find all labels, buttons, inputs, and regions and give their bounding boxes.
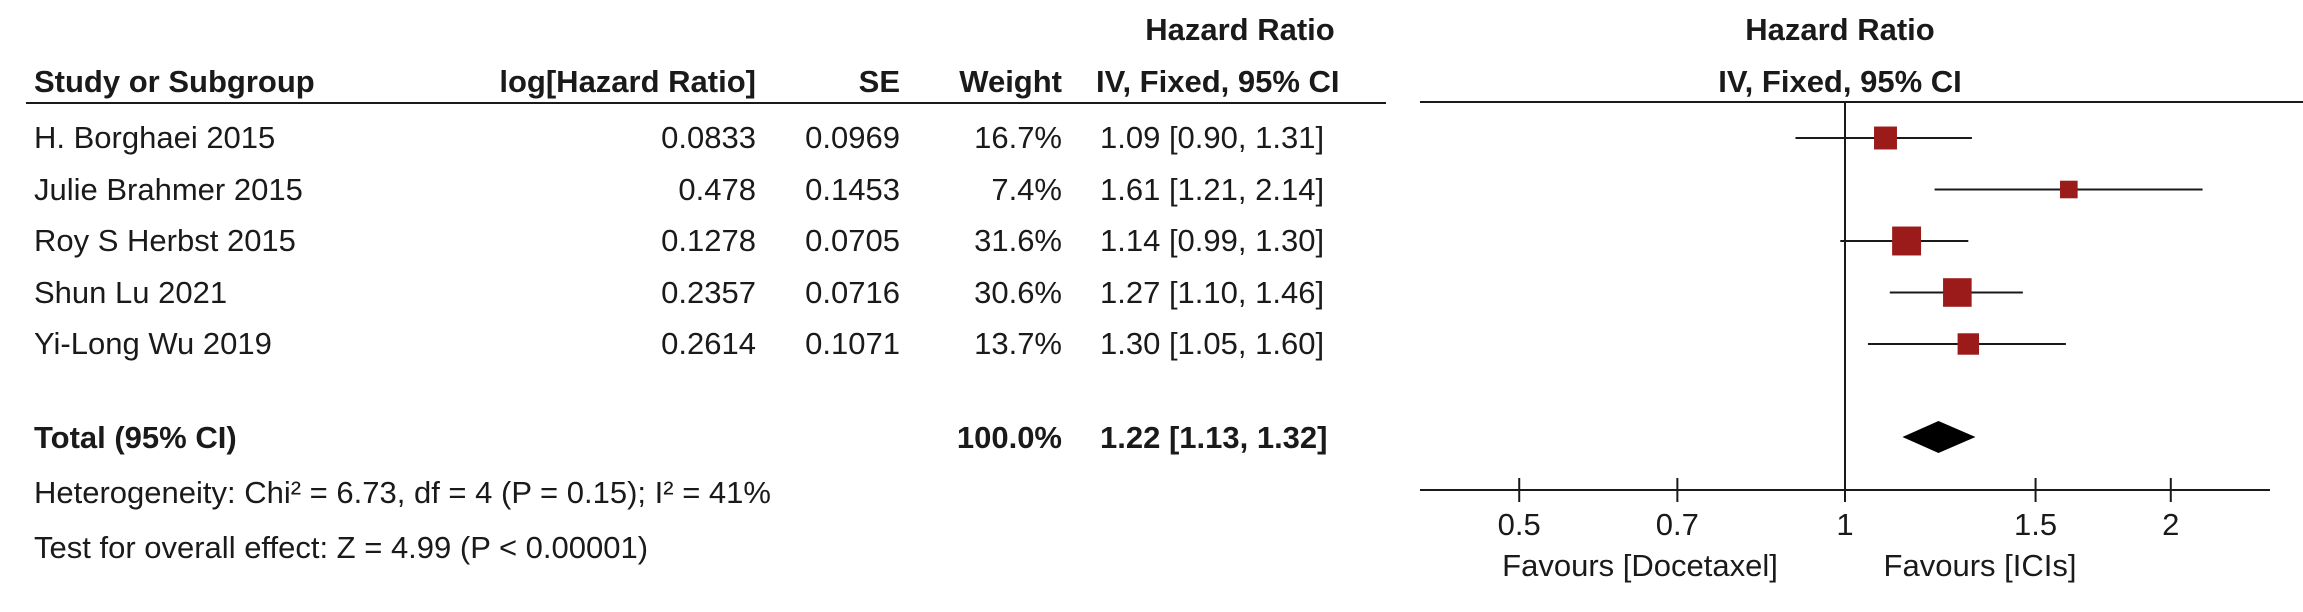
table-group-header: Hazard Ratio	[1145, 12, 1335, 47]
header-study: Study or Subgroup	[34, 64, 315, 99]
heterogeneity-text: Heterogeneity: Chi² = 6.73, df = 4 (P = …	[34, 475, 771, 510]
row-ci: 1.61 [1.21, 2.14]	[1100, 171, 1325, 207]
row-study: Yi-Long Wu 2019	[34, 326, 272, 361]
row-weight: 16.7%	[974, 120, 1062, 155]
row-loghr: 0.478	[678, 171, 756, 207]
header-ci: IV, Fixed, 95% CI	[1096, 64, 1340, 99]
study-marker	[1874, 126, 1897, 150]
row-loghr: 0.0833	[661, 120, 756, 155]
favours-right-label: Favours [ICIs]	[1883, 548, 2077, 583]
plot-title: Hazard Ratio	[1745, 12, 1935, 47]
header-se: SE	[858, 64, 900, 99]
row-ci: 1.27 [1.10, 1.46]	[1100, 274, 1325, 310]
row-se: 0.1453	[805, 171, 900, 207]
row-ci: 1.09 [0.90, 1.31]	[1100, 120, 1325, 155]
row-study: Julie Brahmer 2015	[34, 171, 303, 207]
row-weight: 30.6%	[974, 274, 1062, 310]
table-header-rule	[26, 102, 1386, 104]
study-marker	[2060, 180, 2078, 199]
total-label: Total (95% CI)	[34, 420, 237, 455]
row-weight: 13.7%	[974, 326, 1062, 361]
study-marker	[1892, 226, 1922, 256]
study-marker	[1943, 278, 1972, 307]
x-tick-label: 1.5	[2014, 507, 2057, 542]
overall-effect-text: Test for overall effect: Z = 4.99 (P < 0…	[34, 530, 649, 565]
row-se: 0.0969	[805, 120, 900, 155]
row-study: H. Borghaei 2015	[34, 120, 276, 155]
header-loghr: log[Hazard Ratio]	[499, 64, 756, 99]
total-diamond	[1902, 421, 1976, 453]
favours-left-label: Favours [Docetaxel]	[1502, 548, 1778, 583]
x-tick-label: 2	[2162, 507, 2179, 542]
study-marker	[1957, 333, 1980, 355]
row-loghr: 0.2614	[661, 326, 756, 361]
header-weight: Weight	[959, 64, 1062, 99]
row-ci: 1.30 [1.05, 1.60]	[1100, 326, 1325, 361]
row-study: Roy S Herbst 2015	[34, 223, 296, 258]
row-weight: 31.6%	[974, 223, 1062, 258]
row-weight: 7.4%	[991, 171, 1062, 207]
total-ci: 1.22 [1.13, 1.32]	[1100, 420, 1328, 455]
x-tick-label: 0.7	[1656, 507, 1699, 542]
row-se: 0.1071	[805, 326, 900, 361]
plot-subtitle: IV, Fixed, 95% CI	[1718, 64, 1962, 99]
row-loghr: 0.2357	[661, 274, 756, 310]
row-loghr: 0.1278	[661, 223, 756, 258]
row-study: Shun Lu 2021	[34, 274, 228, 310]
row-ci: 1.14 [0.99, 1.30]	[1100, 223, 1325, 258]
row-se: 0.0716	[805, 274, 900, 310]
row-se: 0.0705	[805, 223, 900, 258]
x-tick-label: 0.5	[1498, 507, 1541, 542]
x-tick-label: 1	[1836, 507, 1853, 542]
total-weight: 100.0%	[956, 420, 1062, 455]
